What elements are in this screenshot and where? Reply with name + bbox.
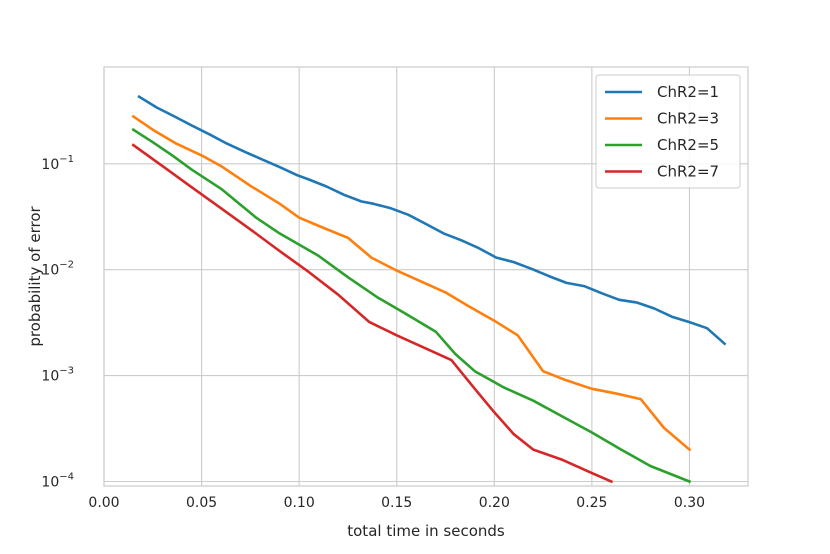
legend-label: ChR2=5 — [657, 136, 719, 154]
series-line-chr2-1 — [137, 94, 727, 346]
plot-frame — [103, 66, 749, 487]
legend-label: ChR2=7 — [657, 163, 719, 181]
y-tick-label: 10−4 — [41, 472, 74, 491]
legend-box — [595, 74, 741, 189]
x-tick-labels: 0.00 0.05 0.10 0.15 0.20 0.25 0.30 — [88, 495, 705, 511]
x-tick-label: 0.20 — [479, 495, 510, 511]
y-tick-label: 10−3 — [41, 366, 74, 385]
y-tick-base: 10 — [41, 369, 59, 385]
y-tick-base: 10 — [41, 263, 59, 279]
y-axis-label: probability of error — [26, 205, 44, 346]
legend-label: ChR2=3 — [657, 110, 719, 128]
y-tick-exponent: −2 — [59, 260, 74, 271]
y-tick-base: 10 — [41, 475, 59, 491]
x-tick-label: 0.00 — [88, 495, 119, 511]
legend: ChR2=1 ChR2=3 ChR2=5 ChR2=7 — [595, 74, 741, 189]
series-line-chr2-7 — [131, 143, 614, 484]
series-line-chr2-5 — [131, 127, 692, 484]
y-tick-base: 10 — [41, 157, 59, 173]
y-tick-exponent: −3 — [59, 366, 74, 377]
series-line-chr2-3 — [131, 114, 692, 452]
x-tick-label: 0.05 — [186, 495, 217, 511]
y-tick-label: 10−1 — [41, 154, 74, 173]
x-tick-label: 0.30 — [674, 495, 705, 511]
series-lines — [131, 94, 727, 484]
y-tick-exponent: −4 — [59, 472, 74, 483]
x-tick-label: 0.25 — [576, 495, 607, 511]
y-tick-label: 10−2 — [41, 260, 74, 279]
x-tick-label: 0.15 — [381, 495, 412, 511]
legend-label: ChR2=1 — [657, 83, 719, 101]
y-tick-labels: 10−110−210−310−4 — [41, 154, 74, 491]
x-axis-label: total time in seconds — [347, 522, 505, 540]
y-tick-exponent: −1 — [59, 154, 74, 165]
grid-lines — [103, 67, 748, 486]
x-tick-label: 0.10 — [284, 495, 315, 511]
